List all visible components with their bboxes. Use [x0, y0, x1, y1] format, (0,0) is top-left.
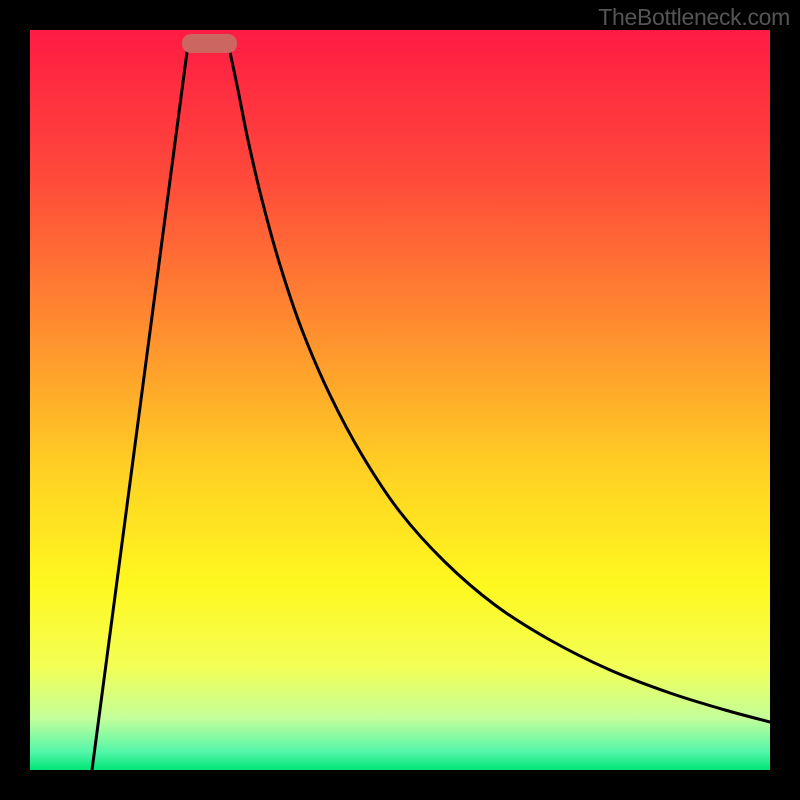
valley-marker-bar [182, 34, 237, 53]
bottleneck-chart-svg [0, 0, 800, 800]
chart-container: TheBottleneck.com [0, 0, 800, 800]
watermark-text: TheBottleneck.com [598, 4, 790, 31]
